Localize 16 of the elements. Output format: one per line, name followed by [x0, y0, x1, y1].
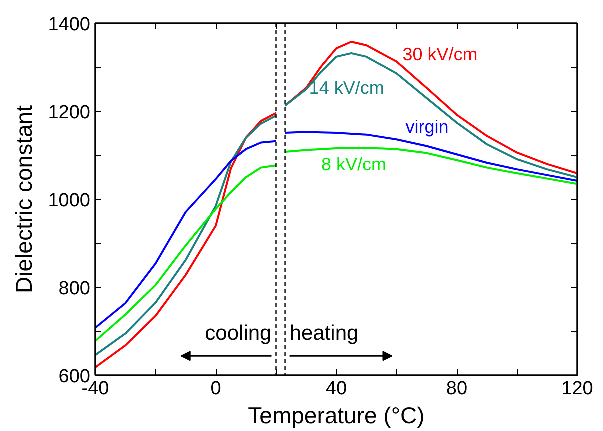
y-tick-label: 1400	[48, 14, 91, 36]
y-axis-title: Dielectric constant	[11, 104, 38, 294]
y-tick-label: 1000	[48, 190, 91, 212]
series-label: 14 kV/cm	[309, 78, 384, 98]
y-tick-label: 800	[58, 278, 90, 300]
series-label: virgin	[406, 116, 449, 137]
series-label: 30 kV/cm	[402, 44, 478, 64]
x-tick-label: 0	[210, 378, 222, 400]
x-tick-label: 40	[326, 378, 348, 400]
x-tick-label: 80	[446, 378, 468, 400]
y-tick-label: 1200	[48, 102, 91, 124]
x-tick-label: 120	[562, 378, 594, 400]
annotation: heating	[290, 322, 359, 345]
series-label: 8 kV/cm	[321, 154, 386, 174]
annotation: cooling	[205, 322, 272, 345]
x-axis-title: Temperature (°C)	[248, 402, 425, 428]
